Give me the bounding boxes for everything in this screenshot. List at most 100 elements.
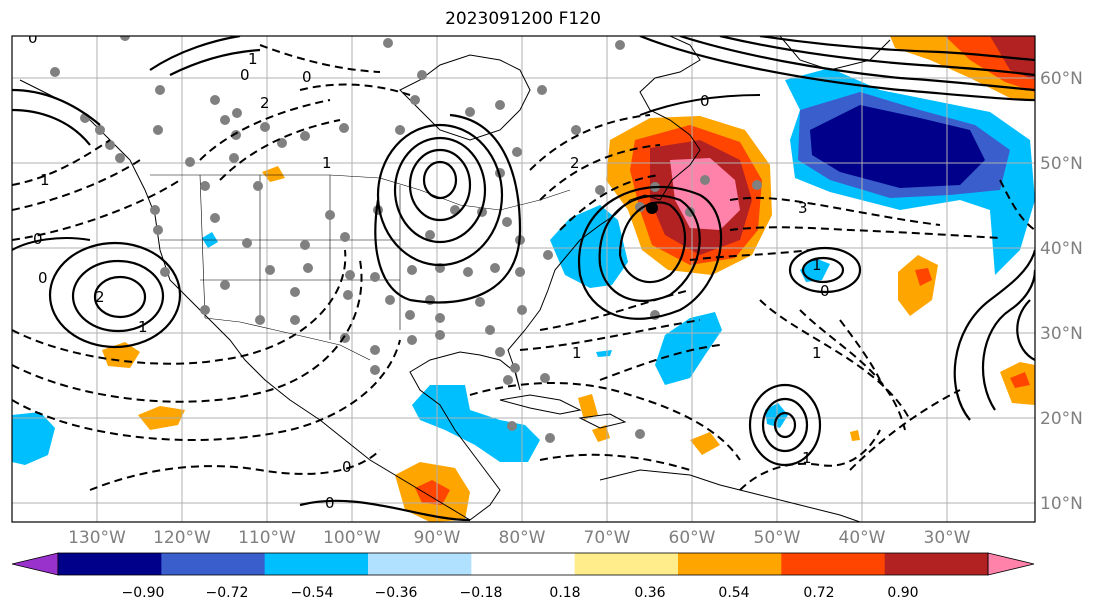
lon-label: 70°W: [584, 528, 631, 548]
coastlines: [19, 36, 891, 522]
lon-label: 110°W: [238, 528, 296, 548]
coastline-hispaniola: [578, 413, 627, 429]
colorbar-segment: [574, 553, 679, 575]
colorbar-tick: 0.54: [718, 585, 749, 601]
contour-label: 1: [572, 344, 582, 362]
contour-label: 2: [260, 94, 270, 112]
colorbar-tick: 0.36: [634, 585, 665, 601]
colorbar-outline: [57, 552, 989, 576]
lon-label: 60°W: [669, 528, 716, 548]
dashed-contours: [12, 44, 1035, 491]
coastline-canada-east: [639, 36, 701, 201]
border-us-mexico: [204, 317, 371, 361]
colorbar-tick: 0.72: [803, 585, 834, 601]
contour-label: 0: [342, 458, 352, 476]
positive-anomaly-right-edge-core: [1010, 372, 1030, 388]
colorbar-tick: −0.36: [375, 585, 418, 601]
lat-label: 20°N: [1040, 409, 1083, 429]
negative-anomaly-mid-atlantic-small: [800, 258, 830, 282]
contour-label: 0: [33, 230, 43, 248]
lon-label: 130°W: [68, 528, 126, 548]
lat-label: 60°N: [1040, 69, 1083, 89]
coastline-gulf-and-east: [409, 194, 661, 521]
colorbar-segment: [161, 553, 266, 575]
colorbar-segment: [58, 553, 162, 575]
negative-anomaly-pacific-left: [12, 412, 55, 465]
positive-anomaly-small-5: [850, 430, 860, 441]
negative-anomaly-north-atlantic-core: [810, 105, 985, 188]
lon-label: 90°W: [414, 528, 461, 548]
lon-label: 120°W: [153, 528, 211, 548]
positive-anomaly-east-small-core: [915, 268, 932, 286]
negative-anomaly-new-england: [550, 205, 628, 288]
contour-label: 1: [812, 256, 822, 274]
negative-anomaly-mid-atlantic: [655, 312, 722, 385]
colorbar-segment: [264, 553, 369, 575]
negative-anomaly-small-caribbean: [596, 350, 612, 357]
coastline-north-america-west: [19, 79, 471, 521]
positive-anomaly-small-2: [690, 432, 720, 455]
positive-anomaly-small-4: [262, 166, 285, 182]
lon-label: 40°W: [839, 528, 886, 548]
colorbar-tick: 0.90: [887, 585, 918, 601]
contour-label: 1: [812, 344, 822, 362]
center-marker: [646, 202, 658, 214]
lon-label: 30°W: [924, 528, 971, 548]
contour-label: 0: [28, 29, 38, 47]
colorbar-segment: [781, 553, 886, 575]
colorbar-tick: 0.18: [549, 585, 580, 601]
contour-label: 1: [138, 318, 148, 336]
contour-label: 0: [302, 68, 312, 86]
lat-label: 30°N: [1040, 324, 1083, 344]
colorbar-segment: [471, 553, 576, 575]
zero-contours: [12, 94, 761, 251]
negative-anomaly-gulf: [412, 385, 540, 462]
contour-label: 2: [570, 154, 580, 172]
latitude-labels: 60°N 50°N 40°N 30°N 20°N 10°N: [1040, 69, 1083, 514]
contour-label: 1: [248, 50, 258, 68]
contour-label: 0: [325, 494, 335, 512]
contour-label: 2: [95, 288, 105, 306]
colorbar-segments: [58, 553, 989, 575]
contour-label: 0: [240, 66, 250, 84]
contour-label: 1: [802, 449, 812, 467]
positive-anomaly-small-3: [592, 425, 610, 442]
solid-contours: [12, 36, 1035, 522]
lon-label: 50°W: [754, 528, 801, 548]
lat-label: 50°N: [1040, 154, 1083, 174]
colorbar-tick-labels: −0.90 −0.72 −0.54 −0.36 −0.18 0.18 0.36 …: [122, 585, 919, 601]
colorbar-segment: [884, 553, 989, 575]
map-frame: [11, 35, 1036, 523]
lon-label: 80°W: [499, 528, 546, 548]
colorbar-tick: −0.54: [291, 585, 334, 601]
lat-label: 40°N: [1040, 239, 1083, 259]
contours: [12, 36, 1035, 522]
contour-label: 0: [700, 92, 710, 110]
colorbar-tick: −0.90: [122, 585, 165, 601]
colorbar: −0.90 −0.72 −0.54 −0.36 −0.18 0.18 0.36 …: [11, 552, 1035, 601]
contour-label: 0: [820, 282, 830, 300]
colorbar-upper-extend: [987, 552, 1035, 576]
colorbar-tick: −0.72: [206, 585, 249, 601]
coastline-hudson-bay: [399, 54, 531, 141]
contour-label: 1: [322, 154, 332, 172]
political-boundaries: [150, 174, 571, 361]
contour-labels: 0 1 2 0 0 3 2 1 0 1 0 2 0 1 1 1 0 0 0 1 …: [28, 29, 830, 512]
longitude-labels: 130°W 120°W 110°W 100°W 90°W 80°W 70°W 6…: [68, 528, 971, 548]
colorbar-segment: [368, 553, 472, 575]
lat-label: 10°N: [1040, 494, 1083, 514]
border-us-canada: [150, 174, 571, 211]
map-title: 2023091200 F120: [445, 9, 601, 29]
lon-label: 100°W: [323, 528, 381, 548]
colorbar-lower-extend: [11, 552, 59, 576]
positive-anomaly-small-1: [578, 394, 598, 420]
positive-anomaly-central-america-core: [415, 480, 450, 505]
shaded-anomalies: [12, 36, 1035, 522]
contour-label: 0: [38, 269, 48, 287]
coastline-cuba: [499, 394, 582, 415]
colorbar-segment: [678, 553, 782, 575]
contour-label: 3: [798, 199, 808, 217]
colorbar-tick: −0.18: [460, 585, 503, 601]
contour-label: 1: [40, 171, 50, 189]
